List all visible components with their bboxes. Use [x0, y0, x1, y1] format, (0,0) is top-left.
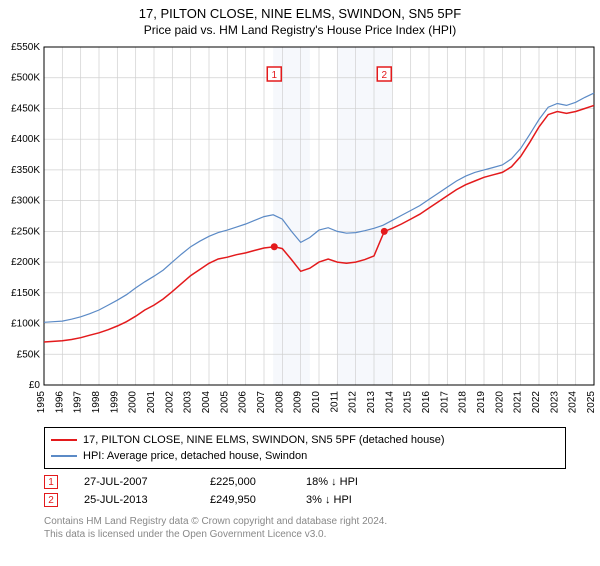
chart-legend: 17, PILTON CLOSE, NINE ELMS, SWINDON, SN… — [44, 427, 566, 469]
x-tick-label: 2012 — [348, 391, 359, 414]
footnote-line2: This data is licensed under the Open Gov… — [44, 528, 600, 541]
sales-diff: 18% ↓ HPI — [306, 476, 396, 488]
legend-swatch — [51, 439, 77, 441]
x-tick-label: 2022 — [531, 391, 542, 414]
x-tick-label: 2010 — [311, 391, 322, 414]
x-tick-label: 2002 — [164, 391, 175, 414]
sales-price: £249,950 — [210, 494, 280, 506]
x-tick-label: 2019 — [476, 391, 487, 414]
sale-point — [271, 243, 278, 250]
chart-svg: £0 £50K £100K £150K £200K £250K £300K £350K £400… — [0, 41, 600, 421]
x-tick-label: 1997 — [73, 391, 84, 414]
x-tick-label: 1998 — [91, 391, 102, 414]
legend-label: HPI: Average price, detached house, Swin… — [83, 450, 307, 462]
x-tick-label: 2006 — [238, 391, 249, 414]
sale-marker-num: 2 — [381, 70, 387, 81]
y-tick-label: £150K — [11, 288, 40, 299]
x-tick-label: 2016 — [421, 391, 432, 414]
x-tick-label: 2018 — [458, 391, 469, 414]
x-tick-label: 1995 — [36, 391, 47, 414]
recession-band — [273, 47, 310, 385]
y-tick-label: £250K — [11, 226, 40, 237]
recession-band — [337, 47, 392, 385]
footnote: Contains HM Land Registry data © Crown c… — [44, 515, 600, 541]
x-tick-label: 2007 — [256, 391, 267, 414]
y-tick-label: £500K — [11, 73, 40, 84]
y-tick-label: £50K — [17, 349, 41, 360]
x-tick-label: 2024 — [568, 391, 579, 414]
legend-item: HPI: Average price, detached house, Swin… — [51, 448, 559, 464]
x-tick-label: 2017 — [439, 391, 450, 414]
y-tick-label: £450K — [11, 103, 40, 114]
price-chart: £0 £50K £100K £150K £200K £250K £300K £350K £400… — [0, 41, 600, 421]
sales-date: 27-JUL-2007 — [84, 476, 184, 488]
sale-point — [381, 228, 388, 235]
sales-row: 2 25-JUL-2013 £249,950 3% ↓ HPI — [44, 491, 600, 509]
x-tick-label: 2023 — [549, 391, 560, 414]
x-tick-label: 2025 — [586, 391, 597, 414]
x-tick-label: 2003 — [183, 391, 194, 414]
page-title: 17, PILTON CLOSE, NINE ELMS, SWINDON, SN… — [0, 6, 600, 21]
sales-marker: 2 — [44, 493, 58, 507]
x-tick-label: 2004 — [201, 391, 212, 414]
sales-diff: 3% ↓ HPI — [306, 494, 396, 506]
x-tick-label: 2000 — [128, 391, 139, 414]
sales-price: £225,000 — [210, 476, 280, 488]
x-tick-label: 2021 — [513, 391, 524, 414]
y-tick-label: £200K — [11, 257, 40, 268]
sales-date: 25-JUL-2013 — [84, 494, 184, 506]
y-tick-label: £550K — [11, 42, 40, 53]
y-tick-label: £100K — [11, 319, 40, 330]
x-tick-label: 2014 — [384, 391, 395, 414]
y-tick-label: £400K — [11, 134, 40, 145]
x-tick-label: 1999 — [109, 391, 120, 414]
x-tick-label: 2013 — [366, 391, 377, 414]
y-tick-label: £0 — [29, 380, 41, 391]
legend-item: 17, PILTON CLOSE, NINE ELMS, SWINDON, SN… — [51, 432, 559, 448]
x-tick-label: 1996 — [54, 391, 65, 414]
footnote-line1: Contains HM Land Registry data © Crown c… — [44, 515, 600, 528]
x-tick-label: 2009 — [293, 391, 304, 414]
x-tick-label: 2015 — [403, 391, 414, 414]
sale-marker-num: 1 — [271, 70, 277, 81]
sales-table: 1 27-JUL-2007 £225,000 18% ↓ HPI 2 25-JUL-201… — [44, 473, 600, 509]
page-subtitle: Price paid vs. HM Land Registry's House … — [0, 23, 600, 37]
legend-swatch — [51, 455, 77, 457]
x-tick-label: 2020 — [494, 391, 505, 414]
legend-label: 17, PILTON CLOSE, NINE ELMS, SWINDON, SN… — [83, 434, 445, 446]
x-tick-label: 2011 — [329, 391, 340, 413]
x-tick-label: 2005 — [219, 391, 230, 414]
x-tick-label: 2008 — [274, 391, 285, 414]
sales-marker: 1 — [44, 475, 58, 489]
y-tick-label: £350K — [11, 165, 40, 176]
y-tick-label: £300K — [11, 196, 40, 207]
x-tick-label: 2001 — [146, 391, 157, 414]
sales-row: 1 27-JUL-2007 £225,000 18% ↓ HPI — [44, 473, 600, 491]
